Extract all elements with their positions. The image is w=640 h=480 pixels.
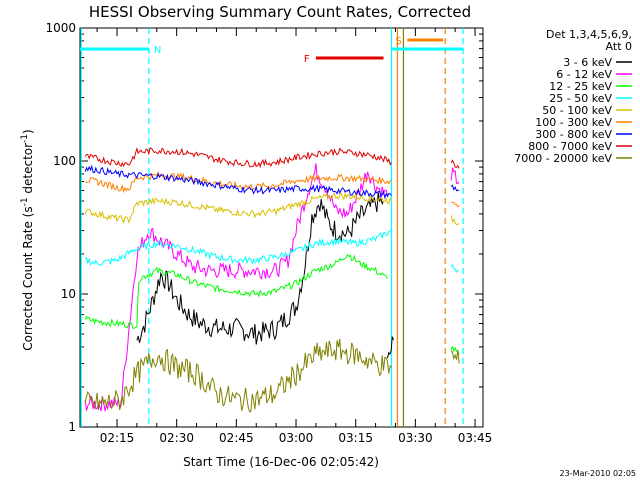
legend-header: Det 1,3,4,5,6,9, <box>546 28 632 41</box>
y-tick-label: 1 <box>68 420 76 434</box>
plot-border <box>79 27 484 428</box>
plot-frame <box>79 27 484 428</box>
y-axis-label-part: ) <box>21 129 35 134</box>
legend-item-label: 6 - 12 keV <box>556 68 612 81</box>
flag-label-S: S <box>395 36 401 47</box>
x-tick-label: 03:15 <box>338 431 373 445</box>
legend-item-label: 12 - 25 keV <box>549 80 612 93</box>
flag-label-F: F <box>304 54 310 65</box>
series-layer <box>84 146 460 413</box>
series-line-12-25-kev <box>84 253 388 329</box>
series-line-50-100-kev-tail <box>450 215 460 226</box>
legend-item-label: 800 - 7000 keV <box>528 140 612 153</box>
x-axis: 02:15 02:30 02:45 03:00 03:15 03:30 03:45 <box>96 28 493 445</box>
y-tick-label: 100 <box>53 154 76 168</box>
y-axis-label-part: detector <box>21 143 35 198</box>
legend-item-label: 3 - 6 keV <box>563 56 612 69</box>
y-axis-label-exponent: -1 <box>20 197 30 206</box>
x-tick-label: 02:15 <box>100 431 135 445</box>
reference-lines <box>80 28 464 427</box>
legend-item-label: 300 - 800 keV <box>535 128 612 141</box>
x-tick-label: 03:30 <box>398 431 433 445</box>
legend-header: Att 0 <box>606 40 632 53</box>
y-axis-label-part: Corrected Count Rate (s <box>21 206 35 350</box>
x-tick-label: 02:30 <box>159 431 194 445</box>
series-line-6-12-kev <box>84 163 388 412</box>
y-axis: 1 10 100 1000 <box>45 21 483 434</box>
footer-timestamp: 23-Mar-2010 02:05 <box>560 469 637 478</box>
y-tick-label: 10 <box>61 287 76 301</box>
x-axis-label: Start Time (16-Dec-06 02:05:42) <box>183 455 379 469</box>
series-line-300-800-kev-tail <box>450 184 460 192</box>
legend-item-label: 7000 - 20000 keV <box>514 152 612 165</box>
observing-flags: N F S <box>80 36 464 65</box>
series-line-6-12-kev-tail <box>450 167 460 185</box>
series-line-7000-20000-kev <box>84 338 392 413</box>
series-line-3-6-kev <box>136 192 384 345</box>
x-tick-label: 02:45 <box>219 431 254 445</box>
series-line-7000-20000-kev-tail <box>450 350 460 364</box>
y-axis-label-exponent: -1 <box>20 134 30 143</box>
legend-item-label: 50 - 100 keV <box>542 104 612 117</box>
chart-title: HESSI Observing Summary Count Rates, Cor… <box>89 3 471 21</box>
x-tick-label: 03:45 <box>458 431 493 445</box>
series-line-100-300-kev-tail <box>451 201 460 208</box>
series-line-800-7000-kev <box>84 146 392 169</box>
y-tick-label: 1000 <box>45 21 76 35</box>
series-line-300-800-kev <box>84 164 392 200</box>
x-tick-label: 03:00 <box>279 431 314 445</box>
series-line-800-7000-kev-tail <box>450 159 460 169</box>
y-axis-label: Corrected Count Rate (s-1 detector-1) <box>20 129 35 350</box>
series-line-50-100-kev <box>84 192 392 225</box>
flag-label-N: N <box>154 45 161 56</box>
series-line-12-25-kev-tail <box>450 345 460 355</box>
series-line-3-6-kev-tail <box>387 336 394 359</box>
series-line-100-300-kev <box>85 170 392 194</box>
series-line-25-50-kev-tail <box>450 263 460 274</box>
legend-item-label: 100 - 300 keV <box>535 116 612 129</box>
series-line-25-50-kev <box>84 230 392 266</box>
legend-item-label: 25 - 50 keV <box>549 92 612 105</box>
